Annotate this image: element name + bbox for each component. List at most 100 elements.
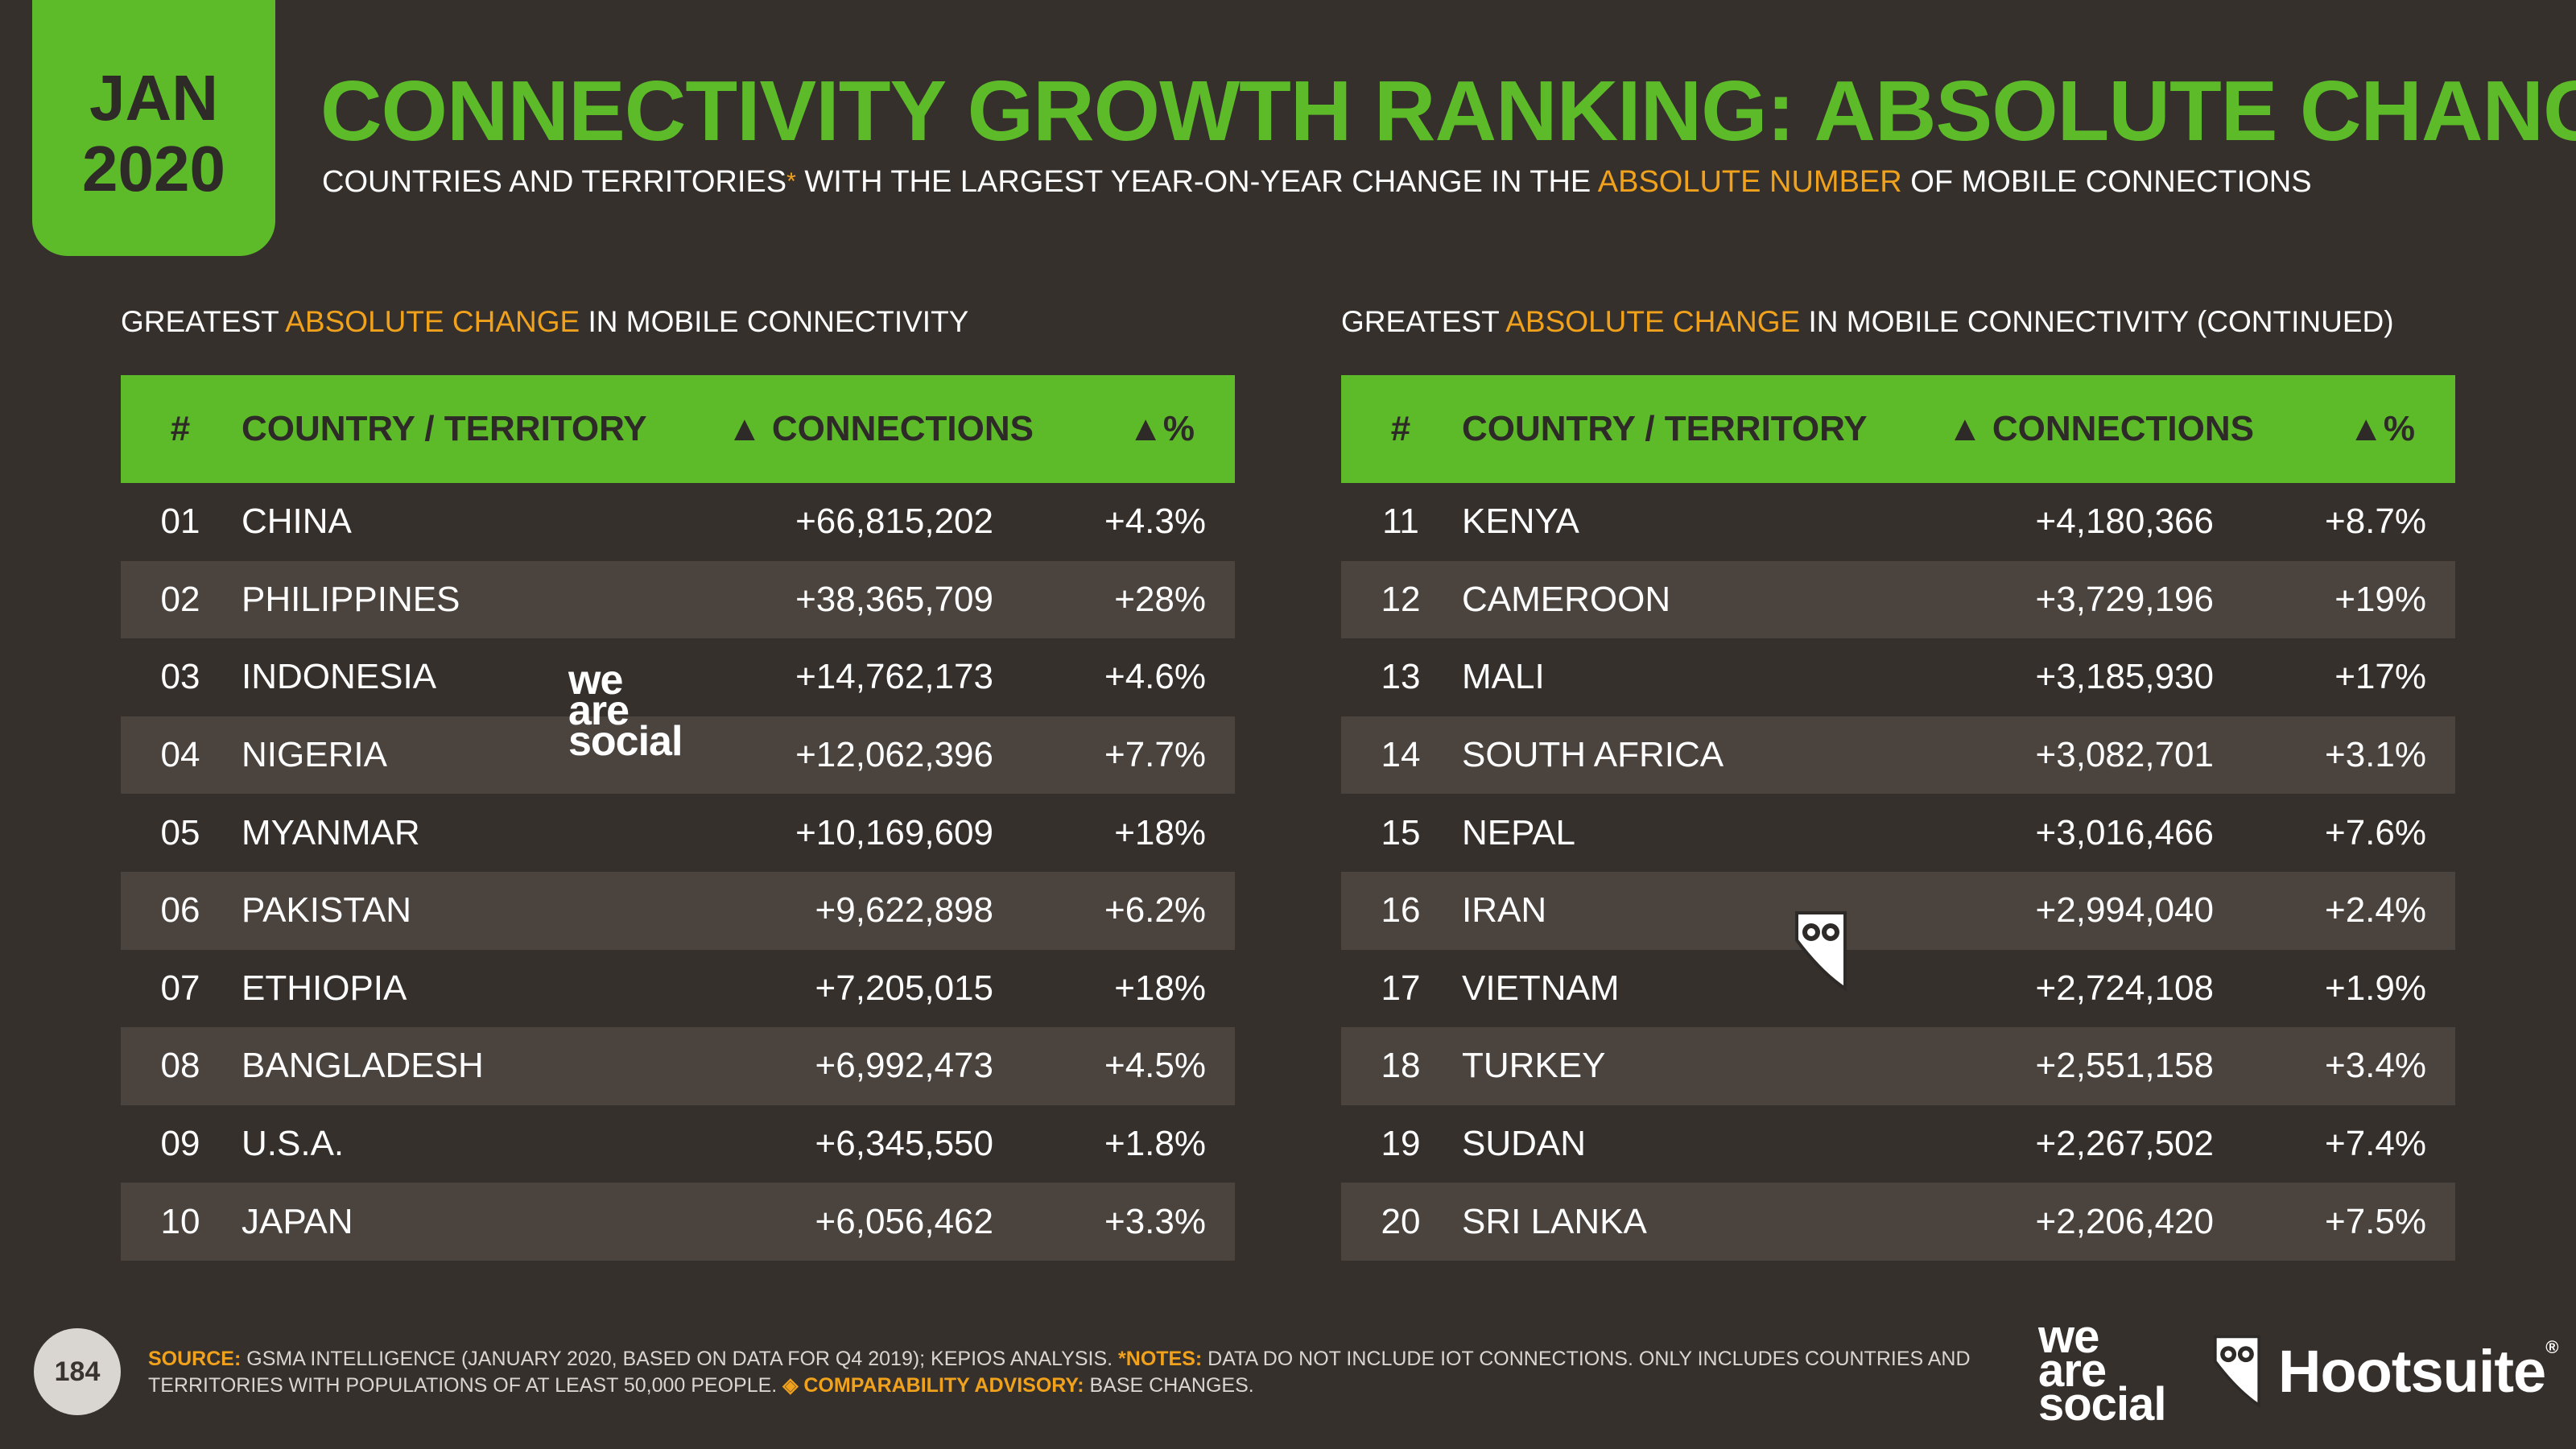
connections-cell: +3,082,701 <box>2035 735 2214 775</box>
pct-change-cell: +6.2% <box>1104 890 1206 931</box>
pct-change-cell: +19% <box>2334 579 2426 619</box>
table-row: 07 ETHIOPIA +7,205,015 +18% <box>121 950 1235 1028</box>
connections-cell: +6,345,550 <box>815 1124 993 1164</box>
right-heading-pre: GREATEST <box>1341 305 1506 338</box>
right-heading-post: IN MOBILE CONNECTIVITY (CONTINUED) <box>1800 305 2394 338</box>
pct-change-cell: +17% <box>2334 657 2426 697</box>
table-row: 01 CHINA +66,815,202 +4.3% <box>121 483 1235 561</box>
rank-cell: 14 <box>1381 735 1421 775</box>
country-cell: NEPAL <box>1462 812 1576 852</box>
badge-month: JAN <box>89 62 219 134</box>
rank-cell: 06 <box>160 890 200 931</box>
pct-change-cell: +18% <box>1114 968 1206 1008</box>
country-cell: SOUTH AFRICA <box>1462 735 1724 775</box>
right-heading-highlight: ABSOLUTE CHANGE <box>1505 305 1801 338</box>
rank-cell: 08 <box>160 1046 200 1086</box>
connections-cell: +12,062,396 <box>795 735 993 775</box>
notes-label: *NOTES: <box>1118 1348 1203 1370</box>
table-row: 16 IRAN +2,994,040 +2.4% <box>1341 871 2455 950</box>
advisory-text: BASE CHANGES. <box>1084 1374 1254 1397</box>
table-row: 12 CAMEROON +3,729,196 +19% <box>1341 560 2455 639</box>
rank-cell: 10 <box>160 1201 200 1241</box>
pct-change-cell: +7.6% <box>2325 812 2426 852</box>
country-cell: CAMEROON <box>1462 579 1671 619</box>
connections-cell: +4,180,366 <box>2035 502 2214 542</box>
logo-line: we <box>568 657 623 704</box>
date-badge: JAN 2020 <box>32 0 275 256</box>
connections-cell: +3,729,196 <box>2035 579 2214 619</box>
rank-cell: 18 <box>1381 1046 1421 1086</box>
pct-change-cell: +4.3% <box>1104 502 1206 542</box>
connections-cell: +2,724,108 <box>2035 968 2214 1008</box>
hootsuite-owl-watermark-icon <box>1795 911 1847 992</box>
country-cell: IRAN <box>1462 890 1547 931</box>
country-cell: MALI <box>1462 657 1545 697</box>
rank-cell: 02 <box>160 579 200 619</box>
connections-cell: +9,622,898 <box>815 890 993 931</box>
left-ranking-table: # COUNTRY / TERRITORY ▲ CONNECTIONS ▲% 0… <box>121 375 1235 1261</box>
connections-cell: +3,185,930 <box>2035 657 2214 697</box>
col-pct-header: ▲% <box>2348 409 2415 448</box>
pct-change-cell: +3.1% <box>2325 735 2426 775</box>
table-body: 01 CHINA +66,815,202 +4.3% 02 PHILIPPINES +38,… <box>121 483 1235 1261</box>
connections-cell: +6,992,473 <box>815 1046 993 1086</box>
rank-cell: 15 <box>1381 812 1421 852</box>
table-row: 20 SRI LANKA +2,206,420 +7.5% <box>1341 1183 2455 1261</box>
page-title: CONNECTIVITY GROWTH RANKING: ABSOLUTE CH… <box>320 64 2576 159</box>
registered-mark: ® <box>2545 1336 2558 1357</box>
col-rank-header: # <box>170 409 191 448</box>
rank-cell: 11 <box>1382 502 1419 542</box>
table-row: 08 BANGLADESH +6,992,473 +4.5% <box>121 1027 1235 1105</box>
rank-cell: 17 <box>1381 968 1421 1008</box>
table-row: 19 SUDAN +2,267,502 +7.4% <box>1341 1105 2455 1183</box>
table-row: 10 JAPAN +6,056,462 +3.3% <box>121 1183 1235 1261</box>
pct-change-cell: +28% <box>1114 579 1206 619</box>
table-body: 11 KENYA +4,180,366 +8.7% 12 CAMEROON +3,729,1… <box>1341 483 2455 1261</box>
rank-cell: 03 <box>160 657 200 697</box>
right-ranking-table: # COUNTRY / TERRITORY ▲ CONNECTIONS ▲% 1… <box>1341 375 2455 1261</box>
subtitle-text-2: WITH THE LARGEST YEAR-ON-YEAR CHANGE IN … <box>795 165 1598 199</box>
connections-cell: +2,551,158 <box>2035 1046 2214 1086</box>
pct-change-cell: +3.4% <box>2325 1046 2426 1086</box>
pct-change-cell: +1.9% <box>2325 968 2426 1008</box>
connections-cell: +6,056,462 <box>815 1201 993 1241</box>
country-cell: U.S.A. <box>242 1124 345 1164</box>
country-cell: VIETNAM <box>1462 968 1620 1008</box>
logo-line: are <box>568 687 630 734</box>
pct-change-cell: +7.5% <box>2325 1201 2426 1241</box>
left-heading-pre: GREATEST <box>121 305 286 338</box>
connections-cell: +2,994,040 <box>2035 890 2214 931</box>
country-cell: SRI LANKA <box>1462 1201 1647 1241</box>
table-row: 09 U.S.A. +6,345,550 +1.8% <box>121 1105 1235 1183</box>
logo-line: social <box>2038 1378 2166 1430</box>
col-connections-header: ▲ CONNECTIONS <box>727 409 1034 448</box>
connections-cell: +7,205,015 <box>815 968 993 1008</box>
pct-change-cell: +2.4% <box>2325 890 2426 931</box>
rank-cell: 04 <box>160 735 200 775</box>
left-heading-post: IN MOBILE CONNECTIVITY <box>580 305 969 338</box>
table-row: 05 MYANMAR +10,169,609 +18% <box>121 794 1235 872</box>
pct-change-cell: +1.8% <box>1104 1124 1206 1164</box>
rank-cell: 20 <box>1381 1201 1421 1241</box>
country-cell: PHILIPPINES <box>242 579 460 619</box>
rank-cell: 19 <box>1381 1124 1421 1164</box>
col-connections-header: ▲ CONNECTIONS <box>1947 409 2254 448</box>
table-row: 02 PHILIPPINES +38,365,709 +28% <box>121 560 1235 639</box>
country-cell: INDONESIA <box>242 657 437 697</box>
connections-cell: +66,815,202 <box>795 502 993 542</box>
hootsuite-owl-icon <box>2214 1335 2260 1408</box>
hootsuite-wordmark: Hootsuite® <box>2278 1336 2558 1406</box>
connections-cell: +2,206,420 <box>2035 1201 2214 1241</box>
advisory-label: ◈ COMPARABILITY ADVISORY: <box>782 1374 1084 1397</box>
connections-cell: +10,169,609 <box>795 812 993 852</box>
country-cell: BANGLADESH <box>242 1046 484 1086</box>
table-row: 11 KENYA +4,180,366 +8.7% <box>1341 483 2455 561</box>
footnote: SOURCE: GSMA INTELLIGENCE (JANUARY 2020,… <box>148 1346 2016 1399</box>
rank-cell: 07 <box>160 968 200 1008</box>
table-row: 06 PAKISTAN +9,622,898 +6.2% <box>121 871 1235 950</box>
source-text: GSMA INTELLIGENCE (JANUARY 2020, BASED O… <box>241 1348 1119 1370</box>
country-cell: CHINA <box>242 502 352 542</box>
table-row: 17 VIETNAM +2,724,108 +1.9% <box>1341 950 2455 1028</box>
rank-cell: 12 <box>1381 579 1421 619</box>
pct-change-cell: +7.4% <box>2325 1124 2426 1164</box>
